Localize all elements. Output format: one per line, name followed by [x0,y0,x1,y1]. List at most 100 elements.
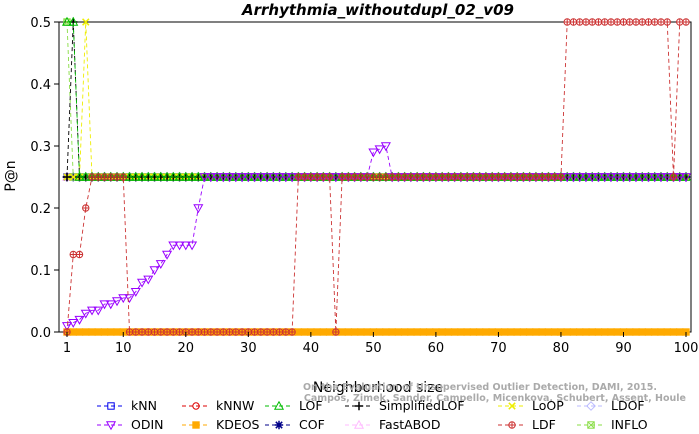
chart-title: Arrhythmia_withoutdupl_02_v09 [241,1,514,19]
data-point [74,315,85,325]
data-point [100,328,109,336]
data-point [582,328,590,336]
data-point [268,173,279,183]
data-point [444,328,453,336]
data-point [519,328,528,336]
data-point [130,288,141,297]
data-point [574,173,585,183]
legend-label: ODIN [131,417,164,432]
y-tick-label: 0.3 [30,140,51,155]
data-point [482,328,490,336]
data-point [280,173,291,183]
data-point [161,171,173,181]
data-point [576,328,584,336]
data-point [186,171,198,181]
data-point [637,173,648,183]
legend-item-knn: kNN [97,398,157,413]
data-point [136,171,148,181]
data-point [61,16,73,26]
legend-label: kNNW [216,398,254,413]
data-point [262,173,273,183]
data-point [274,420,284,430]
data-point [180,241,191,251]
data-point [61,322,73,332]
data-point [168,171,179,181]
x-tick-label: 10 [115,341,132,356]
legend-item-simplifiedlof: SimplifiedLOF [345,398,465,413]
data-point [224,173,235,183]
data-point [149,266,160,276]
legend-label: LOF [299,398,323,413]
legend-label: INFLO [611,417,648,432]
series-ldf [63,18,690,336]
series-simplifiedlof [62,17,691,182]
data-point [68,319,79,328]
data-point [111,297,123,307]
data-point [463,328,471,336]
data-point [382,328,390,336]
data-point [130,171,141,181]
data-point [212,173,223,183]
data-point [193,204,204,214]
data-point-cross [587,421,595,429]
data-point [612,173,623,183]
series-inflo [63,18,690,181]
y-tick-label: 0.5 [30,16,51,31]
series-line [67,21,686,178]
data-point [174,171,185,181]
legend-item-loop: LoOP [498,398,564,413]
data-point [105,421,117,431]
data-point [107,328,115,336]
data-point [649,173,660,183]
x-tick-label: 40 [303,341,320,356]
data-point [80,309,91,319]
data-point [124,171,135,181]
legend: kNN kNNW LOF SimplifiedLOF LoOP LDOF ODIN KDEOS… [97,398,648,432]
data-point [287,173,298,183]
data-point [237,173,248,183]
data-point [569,328,578,336]
data-point [375,328,384,336]
data-point [69,328,77,336]
data-point [513,328,521,336]
data-point [507,328,515,336]
data-point [368,148,379,158]
legend-item-odin: ODIN [97,417,164,432]
legend-label: LDOF [611,398,645,413]
data-point [107,402,115,410]
data-point [438,328,446,336]
data-point [155,171,166,181]
data-point [363,328,371,336]
series-layer [61,16,692,336]
data-point [663,328,671,336]
data-point [99,300,110,310]
data-point [255,173,266,183]
data-point [74,171,85,181]
credit-line-1: Campos, Zimek, Sander, Campello, Micenko… [304,393,686,404]
data-point [186,241,198,251]
legend-item-knnw: kNNW [182,398,254,413]
data-point [350,328,359,336]
data-point [568,173,579,183]
data-point [192,402,200,410]
data-point [626,328,634,336]
data-point [273,400,285,410]
data-point [457,328,465,336]
series-line [66,145,686,327]
data-point [294,328,303,336]
y-tick-label: 0.0 [30,326,51,341]
data-point [93,306,104,316]
data-point [205,173,216,183]
y-tick-label: 0.2 [30,202,51,217]
data-point [82,328,90,336]
x-tick-label: 30 [240,341,257,356]
legend-label: kNN [131,398,157,413]
data-point [525,328,534,336]
data-point [643,173,654,183]
data-point [532,328,540,336]
data-point [313,328,321,336]
legend-item-ldf: LDF [498,417,556,432]
data-point [230,173,241,183]
data-point [618,173,629,183]
data-point [118,294,129,304]
